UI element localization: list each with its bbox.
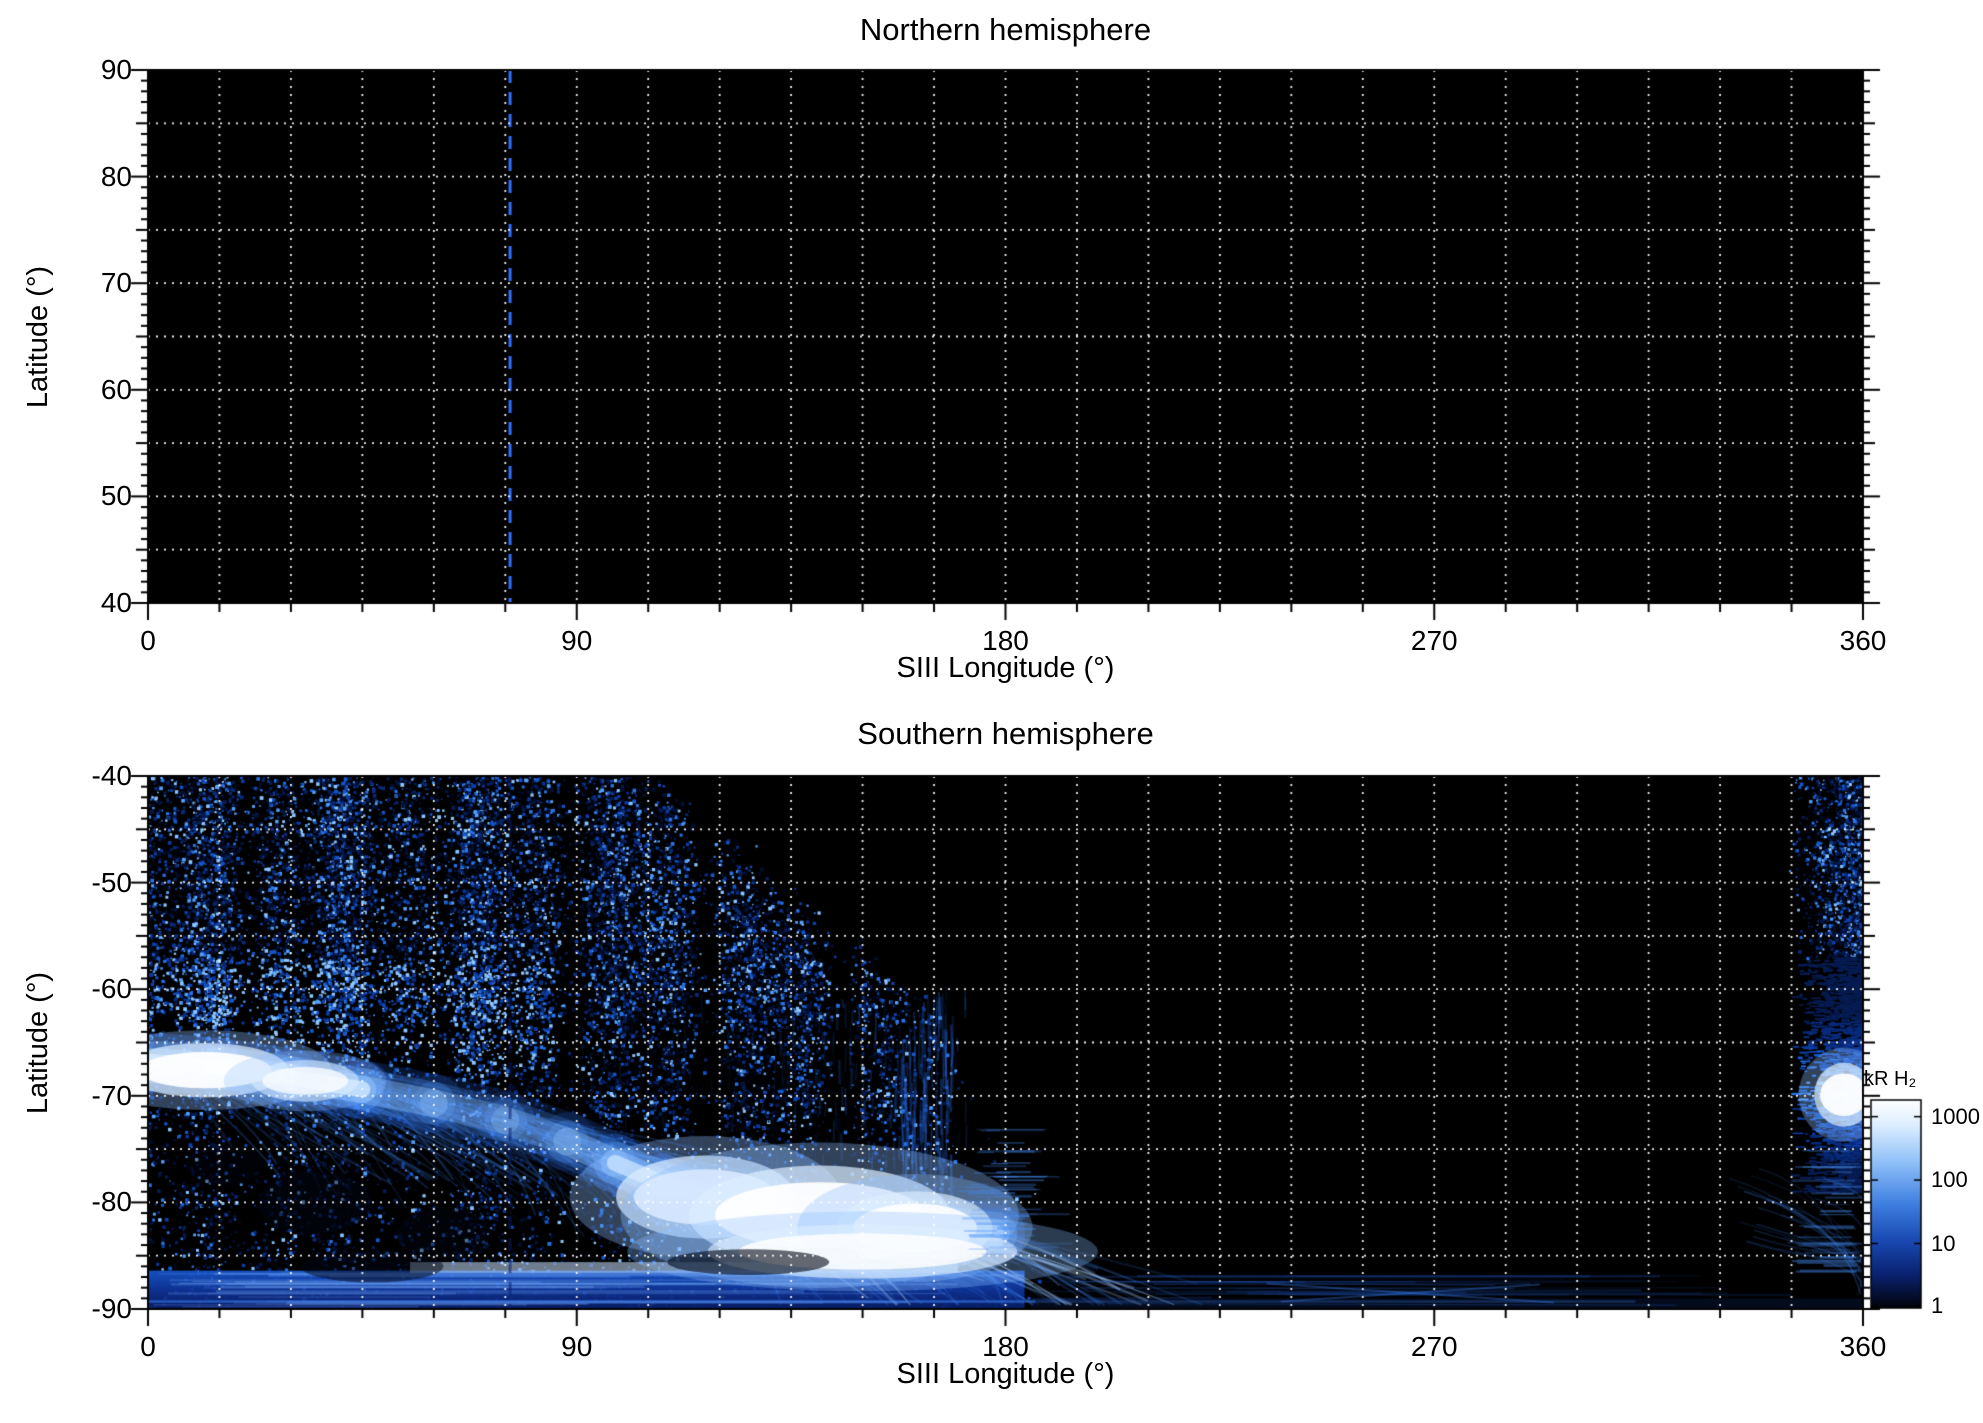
- y-tick-label: 70: [100, 267, 132, 299]
- y-tick-label: -70: [91, 1079, 132, 1111]
- south-xaxis-label: SIII Longitude (°): [896, 1358, 1115, 1390]
- south-panel-title: Southern hemisphere: [857, 716, 1154, 751]
- y-tick-label: -60: [91, 973, 132, 1005]
- x-tick-label: 270: [1410, 1331, 1458, 1362]
- colorbar-tick-label: 1000: [1931, 1103, 1980, 1129]
- x-tick-label: 180: [982, 1331, 1029, 1362]
- x-tick-label: 90: [561, 1331, 593, 1362]
- x-tick-label: 180: [982, 625, 1029, 656]
- colorbar-label: kR H₂: [1864, 1068, 1917, 1090]
- colorbar-tick-label: 100: [1931, 1167, 1968, 1193]
- north-xaxis-label: SIII Longitude (°): [896, 652, 1115, 684]
- colorbar-tick-label: 1: [1931, 1292, 1944, 1318]
- y-tick-label: -50: [91, 866, 132, 898]
- x-tick-label: 0: [140, 1331, 156, 1362]
- x-tick-label: 270: [1410, 625, 1458, 656]
- north-panel-title: Northern hemisphere: [859, 12, 1152, 47]
- y-tick-label: -80: [91, 1186, 132, 1218]
- x-tick-label: 360: [1839, 625, 1887, 656]
- y-tick-label: 40: [100, 587, 132, 618]
- y-tick-label: -90: [91, 1293, 132, 1324]
- y-tick-label: 60: [100, 373, 132, 405]
- x-tick-label: 0: [140, 625, 156, 656]
- north-yaxis-label: Latitude (°): [22, 265, 54, 409]
- y-tick-label: -40: [91, 760, 132, 791]
- y-tick-label: 50: [100, 480, 132, 512]
- x-tick-label: 90: [561, 625, 593, 656]
- y-tick-label: 90: [100, 54, 132, 85]
- x-tick-label: 360: [1839, 1331, 1887, 1362]
- south-yaxis-label: Latitude (°): [22, 971, 54, 1115]
- colorbar-tick-label: 10: [1931, 1230, 1956, 1256]
- y-tick-label: 80: [100, 160, 132, 192]
